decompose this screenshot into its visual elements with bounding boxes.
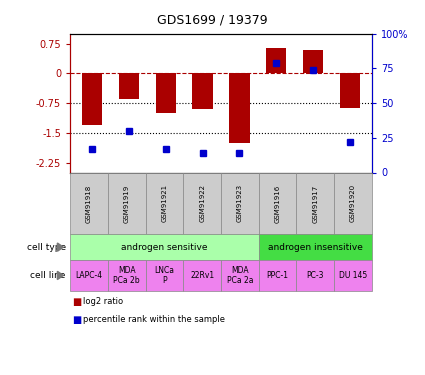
- Text: cell type: cell type: [27, 243, 66, 252]
- Bar: [266, 48, 286, 74]
- Text: androgen sensitive: androgen sensitive: [121, 243, 208, 252]
- Polygon shape: [57, 243, 63, 251]
- Bar: [193, 74, 213, 109]
- Text: GDS1699 / 19379: GDS1699 / 19379: [157, 13, 268, 26]
- Text: log2 ratio: log2 ratio: [83, 297, 123, 306]
- Text: PPC-1: PPC-1: [266, 271, 289, 280]
- Text: GSM91921: GSM91921: [162, 184, 167, 222]
- Text: GSM91916: GSM91916: [275, 184, 280, 223]
- Text: LAPC-4: LAPC-4: [75, 271, 102, 280]
- Text: MDA
PCa 2a: MDA PCa 2a: [227, 266, 253, 285]
- Text: MDA
PCa 2b: MDA PCa 2b: [113, 266, 140, 285]
- Text: androgen insensitive: androgen insensitive: [268, 243, 363, 252]
- Text: 22Rv1: 22Rv1: [190, 271, 214, 280]
- Text: DU 145: DU 145: [339, 271, 367, 280]
- Text: GSM91922: GSM91922: [199, 184, 205, 222]
- Bar: [340, 74, 360, 108]
- Text: GSM91920: GSM91920: [350, 184, 356, 222]
- Text: PC-3: PC-3: [306, 271, 324, 280]
- Bar: [119, 74, 139, 99]
- Text: GSM91919: GSM91919: [124, 184, 130, 223]
- Polygon shape: [57, 272, 63, 280]
- Bar: [156, 74, 176, 113]
- Text: GSM91918: GSM91918: [86, 184, 92, 223]
- Text: cell line: cell line: [31, 271, 66, 280]
- Text: percentile rank within the sample: percentile rank within the sample: [83, 315, 225, 324]
- Text: ■: ■: [72, 315, 82, 326]
- Bar: [229, 74, 249, 143]
- Text: LNCa
P: LNCa P: [154, 266, 174, 285]
- Text: ■: ■: [72, 297, 82, 307]
- Text: GSM91923: GSM91923: [237, 184, 243, 222]
- Bar: [82, 74, 102, 125]
- Bar: [303, 50, 323, 74]
- Text: GSM91917: GSM91917: [312, 184, 318, 223]
